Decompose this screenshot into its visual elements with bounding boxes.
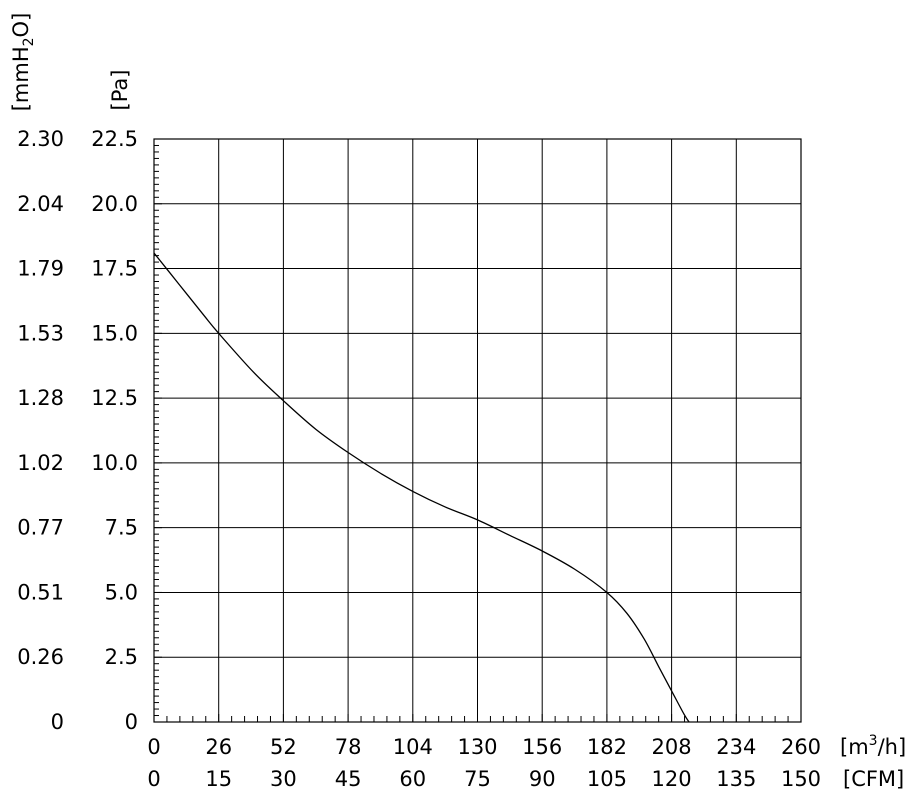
- grid: [153, 138, 802, 723]
- y-tick-label-pa: 17.5: [91, 257, 138, 281]
- x-tick-label-m3h: 208: [652, 735, 692, 759]
- y-tick-label-pa: 12.5: [91, 386, 138, 410]
- x-tick-labels-cfm: 0 15 30 45 60 75 90 105 120 135 150: [147, 767, 821, 791]
- x-unit-m3h-sup: 3: [869, 733, 878, 749]
- x-tick-label-m3h: 0: [147, 735, 160, 759]
- y-tick-labels-mmh2o: 0 0.26 0.51 0.77 1.02 1.28 1.53 1.79 2.04 2.30: [17, 127, 64, 734]
- x-tick-label-m3h: 26: [205, 735, 232, 759]
- y-tick-labels-pa: 0 2.5 5.0 7.5 10.0 12.5 15.0 17.5 20.0 22.5: [91, 127, 138, 734]
- x-tick-label-cfm: 90: [529, 767, 556, 791]
- x-tick-labels-m3h: 0 26 52 78 104 130 156 182 208 234 260: [147, 735, 821, 759]
- y-tick-label-pa: 7.5: [105, 516, 138, 540]
- x-unit-cfm: [CFM]: [843, 767, 904, 791]
- y-tick-label-mmh2o: 0.77: [17, 516, 64, 540]
- y-tick-label-mmh2o: 0: [51, 710, 64, 734]
- y-tick-label-mmh2o: 1.79: [17, 257, 64, 281]
- y-tick-label-mmh2o: 1.02: [17, 451, 64, 475]
- x-tick-label-cfm: 135: [716, 767, 756, 791]
- x-tick-label-cfm: 30: [270, 767, 297, 791]
- x-unit-m3h-end: /h]: [878, 735, 907, 759]
- minor-ticks: [153, 138, 802, 723]
- x-tick-label-m3h: 104: [393, 735, 433, 759]
- y-tick-label-mmh2o: 2.30: [17, 127, 64, 151]
- x-tick-label-m3h: 260: [781, 735, 821, 759]
- y-unit-mmh2o-base: [mmH: [9, 46, 33, 111]
- y-tick-label-pa: 22.5: [91, 127, 138, 151]
- y-tick-label-pa: 20.0: [91, 192, 138, 216]
- x-tick-label-cfm: 105: [587, 767, 627, 791]
- y-unit-pa: [Pa]: [108, 70, 132, 111]
- x-tick-label-m3h: 52: [270, 735, 297, 759]
- y-tick-label-mmh2o: 1.53: [17, 321, 64, 345]
- y-tick-label-pa: 15.0: [91, 321, 138, 345]
- series-line: [153, 252, 690, 723]
- x-tick-label-m3h: 234: [716, 735, 756, 759]
- y-tick-label-mmh2o: 0.26: [17, 645, 64, 669]
- x-unit-m3h-base: [m: [840, 735, 869, 759]
- y-tick-label-pa: 0: [125, 710, 138, 734]
- y-unit-mmh2o-sub: 2: [21, 37, 37, 46]
- x-tick-label-cfm: 0: [147, 767, 160, 791]
- x-unit-m3h: [m3/h]: [840, 733, 906, 759]
- x-tick-label-m3h: 182: [587, 735, 627, 759]
- y-tick-label-mmh2o: 0.51: [17, 580, 64, 604]
- y-unit-mmh2o: [mmH2O]: [9, 13, 37, 112]
- series-layer: [153, 252, 690, 723]
- x-tick-label-cfm: 75: [464, 767, 491, 791]
- x-tick-label-cfm: 150: [781, 767, 821, 791]
- x-tick-label-cfm: 15: [205, 767, 232, 791]
- y-tick-label-pa: 5.0: [105, 580, 138, 604]
- y-tick-label-mmh2o: 2.04: [17, 192, 64, 216]
- x-tick-label-m3h: 156: [522, 735, 562, 759]
- y-tick-label-pa: 2.5: [105, 645, 138, 669]
- x-tick-label-cfm: 60: [399, 767, 426, 791]
- y-tick-label-mmh2o: 1.28: [17, 386, 64, 410]
- y-tick-label-pa: 10.0: [91, 451, 138, 475]
- x-tick-label-m3h: 130: [457, 735, 497, 759]
- y-unit-mmh2o-end: O]: [9, 13, 33, 38]
- x-tick-label-cfm: 45: [335, 767, 362, 791]
- x-tick-label-cfm: 120: [652, 767, 692, 791]
- x-tick-label-m3h: 78: [335, 735, 362, 759]
